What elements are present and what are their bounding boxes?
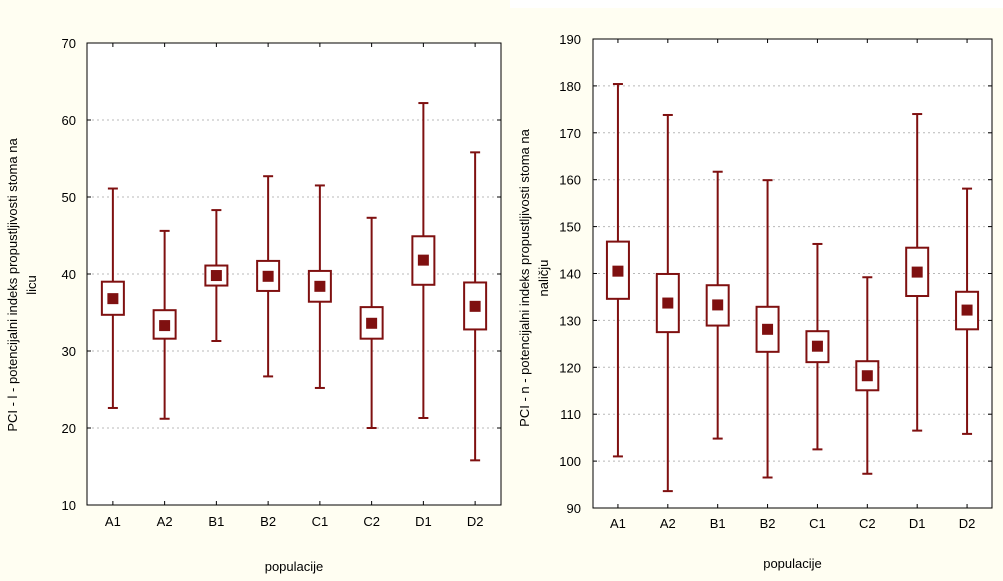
mean-marker-B2	[762, 323, 774, 335]
y-tick-label: 100	[559, 454, 581, 469]
y-tick-label: 120	[559, 360, 581, 375]
y-tick-label: 90	[567, 501, 581, 516]
x-tick-label: C1	[809, 516, 826, 531]
y-axis-title: PCI - l - potencijalni indeks propustlji…	[5, 138, 20, 432]
y-tick-label: 140	[559, 267, 581, 282]
x-tick-label: A1	[610, 516, 626, 531]
y-tick-label: 160	[559, 173, 581, 188]
x-tick-label: A2	[660, 516, 676, 531]
y-axis-title-line2: licu	[24, 275, 39, 295]
mean-marker-B2	[262, 270, 274, 282]
y-tick-label: 170	[559, 126, 581, 141]
mean-marker-D1	[417, 254, 429, 266]
y-tick-label: 10	[62, 498, 76, 513]
mean-marker-A2	[159, 320, 171, 332]
mean-marker-B1	[712, 299, 724, 311]
mean-marker-C2	[861, 370, 873, 382]
x-tick-label: B1	[710, 516, 726, 531]
chart-panel-left: 10 20 30 40 50 60 70 A1 A2 B1 B2 C1 C2 D1 D2 populacije…	[0, 0, 510, 581]
chart-panel-right: 90 100 110 120 130 140 150 160 170 180 190 A1 A2 B1 B2…	[510, 8, 1003, 581]
y-tick-label: 70	[62, 36, 76, 51]
y-tick-label: 130	[559, 313, 581, 328]
y-tick-label: 50	[62, 190, 76, 205]
y-tick-label: 190	[559, 32, 581, 47]
x-axis-title: populacije	[763, 556, 822, 571]
y-tick-label: 60	[62, 113, 76, 128]
y-tick-label: 150	[559, 220, 581, 235]
x-tick-label: B2	[260, 514, 276, 529]
chart-left-svg: 10 20 30 40 50 60 70 A1 A2 B1 B2 C1 C2 D1 D2 populacije…	[5, 36, 502, 574]
y-tick-label: 40	[62, 267, 76, 282]
mean-marker-A1	[107, 293, 119, 305]
y-tick-label: 30	[62, 344, 76, 359]
mean-marker-D2	[961, 304, 973, 316]
plot-area	[592, 38, 993, 509]
x-tick-label: B1	[208, 514, 224, 529]
mean-marker-A2	[662, 297, 674, 309]
x-tick-label: A2	[157, 514, 173, 529]
chart-right-svg: 90 100 110 120 130 140 150 160 170 180 190 A1 A2 B1 B2…	[517, 32, 993, 571]
y-tick-label: 20	[62, 421, 76, 436]
y-axis-title-line2: naličju	[536, 260, 551, 297]
mean-marker-D1	[911, 266, 923, 278]
mean-marker-B1	[210, 270, 222, 282]
mean-marker-C1	[314, 280, 326, 292]
x-tick-label: A1	[105, 514, 121, 529]
y-tick-label: 180	[559, 79, 581, 94]
mean-marker-A1	[612, 265, 624, 277]
x-tick-label: D1	[909, 516, 926, 531]
x-tick-label: D1	[415, 514, 432, 529]
x-tick-label: D2	[467, 514, 484, 529]
x-tick-label: C2	[363, 514, 380, 529]
x-tick-label: B2	[760, 516, 776, 531]
x-tick-label: C1	[312, 514, 329, 529]
mean-marker-C2	[366, 317, 378, 329]
mean-marker-D2	[469, 300, 481, 312]
y-tick-label: 110	[560, 407, 581, 422]
y-axis-title: PCI - n - potencijalni indeks propustlji…	[517, 128, 532, 426]
x-tick-label: D2	[959, 516, 976, 531]
x-axis-title: populacije	[265, 559, 324, 574]
mean-marker-C1	[811, 340, 823, 352]
x-tick-label: C2	[859, 516, 876, 531]
